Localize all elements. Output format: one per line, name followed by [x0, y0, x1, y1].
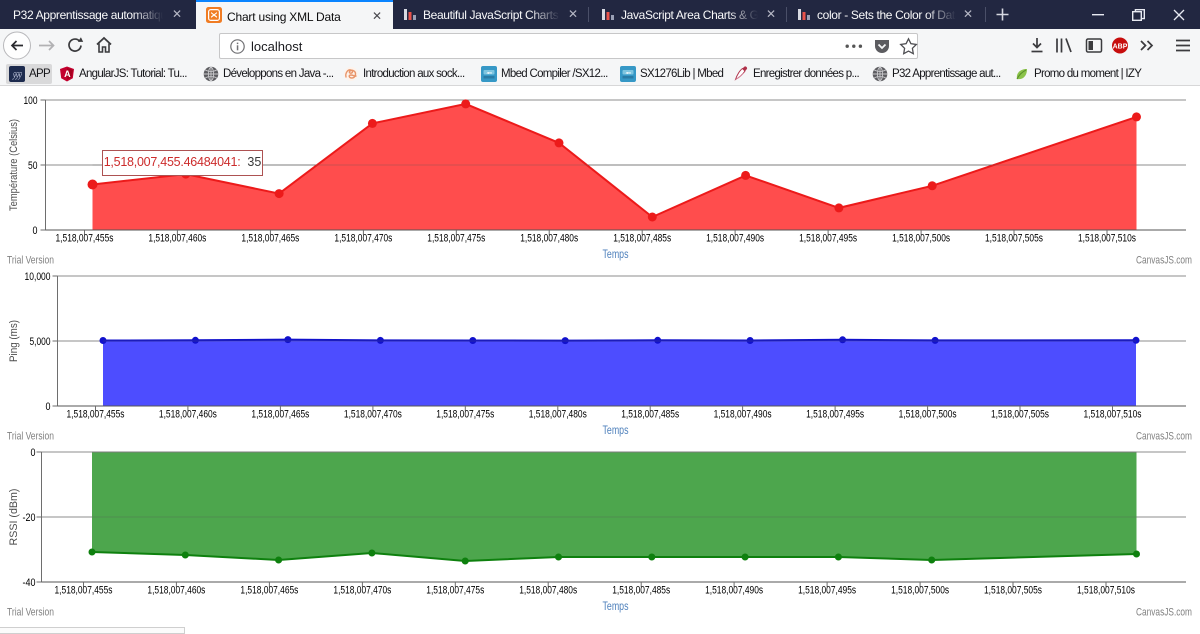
svg-text:1,518,007,480s: 1,518,007,480s: [520, 233, 578, 245]
svg-text:Temps: Temps: [603, 247, 629, 261]
svg-text:1,518,007,505s: 1,518,007,505s: [991, 409, 1049, 421]
svg-text:Température (Celsius): Température (Celsius): [8, 119, 20, 211]
svg-text:Trial Version: Trial Version: [7, 607, 54, 619]
svg-text:1,518,007,475s: 1,518,007,475s: [426, 585, 484, 597]
svg-text:arm: arm: [626, 70, 632, 75]
svg-text:1,518,007,480s: 1,518,007,480s: [519, 585, 577, 597]
svg-text:RSSI (dBm): RSSI (dBm): [8, 489, 20, 546]
svg-text:0: 0: [46, 401, 51, 413]
svg-text:100: 100: [24, 95, 38, 107]
svg-text:1,518,007,495s: 1,518,007,495s: [799, 233, 857, 245]
svg-text:Trial Version: Trial Version: [7, 431, 54, 443]
svg-text:1,518,007,465s: 1,518,007,465s: [241, 233, 299, 245]
svg-text:5,000: 5,000: [30, 336, 51, 348]
svg-text:ȳȳȳ: ȳȳȳ: [12, 71, 23, 80]
svg-text:1,518,007,510s: 1,518,007,510s: [1078, 233, 1136, 245]
svg-text:1,518,007,505s: 1,518,007,505s: [984, 585, 1042, 597]
svg-text:CanvasJS.com: CanvasJS.com: [1136, 255, 1192, 267]
svg-text:1,518,007,460s: 1,518,007,460s: [159, 409, 217, 421]
svg-text:1,518,007,505s: 1,518,007,505s: [985, 233, 1043, 245]
svg-text:Ping (ms): Ping (ms): [8, 320, 20, 362]
svg-text:-20: -20: [23, 512, 36, 524]
svg-text:1,518,007,500s: 1,518,007,500s: [899, 409, 957, 421]
svg-text:1,518,007,490s: 1,518,007,490s: [706, 233, 764, 245]
svg-text:0: 0: [31, 447, 36, 459]
svg-text:1,518,007,475s: 1,518,007,475s: [436, 409, 494, 421]
svg-text:1,518,007,475s: 1,518,007,475s: [427, 233, 485, 245]
svg-text:1,518,007,510s: 1,518,007,510s: [1077, 585, 1135, 597]
svg-text:1,518,007,480s: 1,518,007,480s: [529, 409, 587, 421]
svg-text:1,518,007,455s: 1,518,007,455s: [55, 585, 113, 597]
svg-text:1,518,007,485s: 1,518,007,485s: [613, 233, 671, 245]
svg-text:CanvasJS.com: CanvasJS.com: [1136, 607, 1192, 619]
svg-text:1,518,007,510s: 1,518,007,510s: [1084, 409, 1142, 421]
svg-text:1,518,007,485s: 1,518,007,485s: [621, 409, 679, 421]
svg-text:1,518,007,465s: 1,518,007,465s: [251, 409, 309, 421]
svg-text:1,518,007,490s: 1,518,007,490s: [714, 409, 772, 421]
svg-text:1,518,007,470s: 1,518,007,470s: [344, 409, 402, 421]
svg-text:ABP: ABP: [1113, 44, 1128, 51]
svg-text:1,518,007,490s: 1,518,007,490s: [705, 585, 763, 597]
svg-text:1,518,007,460s: 1,518,007,460s: [148, 233, 206, 245]
svg-text:1,518,007,495s: 1,518,007,495s: [806, 409, 864, 421]
svg-text:A: A: [64, 69, 71, 79]
svg-text:0: 0: [33, 225, 38, 237]
svg-text:CanvasJS.com: CanvasJS.com: [1136, 431, 1192, 443]
svg-text:arm: arm: [487, 70, 493, 75]
svg-text:1,518,007,485s: 1,518,007,485s: [612, 585, 670, 597]
svg-text:1,518,007,500s: 1,518,007,500s: [892, 233, 950, 245]
svg-text:1,518,007,460s: 1,518,007,460s: [147, 585, 205, 597]
svg-text:1,518,007,500s: 1,518,007,500s: [891, 585, 949, 597]
svg-text:Temps: Temps: [603, 599, 629, 613]
svg-text:1,518,007,495s: 1,518,007,495s: [798, 585, 856, 597]
svg-text:-40: -40: [23, 577, 36, 589]
svg-text:Trial Version: Trial Version: [7, 255, 54, 267]
svg-text:1,518,007,470s: 1,518,007,470s: [334, 233, 392, 245]
svg-text:1,518,007,470s: 1,518,007,470s: [333, 585, 391, 597]
svg-text:10,000: 10,000: [25, 271, 51, 283]
svg-text:Temps: Temps: [603, 423, 629, 437]
svg-text:1,518,007,455s: 1,518,007,455s: [67, 409, 125, 421]
svg-text:1,518,007,465s: 1,518,007,465s: [240, 585, 298, 597]
svg-text:1,518,007,455s: 1,518,007,455s: [56, 233, 114, 245]
svg-text:50: 50: [28, 160, 38, 172]
